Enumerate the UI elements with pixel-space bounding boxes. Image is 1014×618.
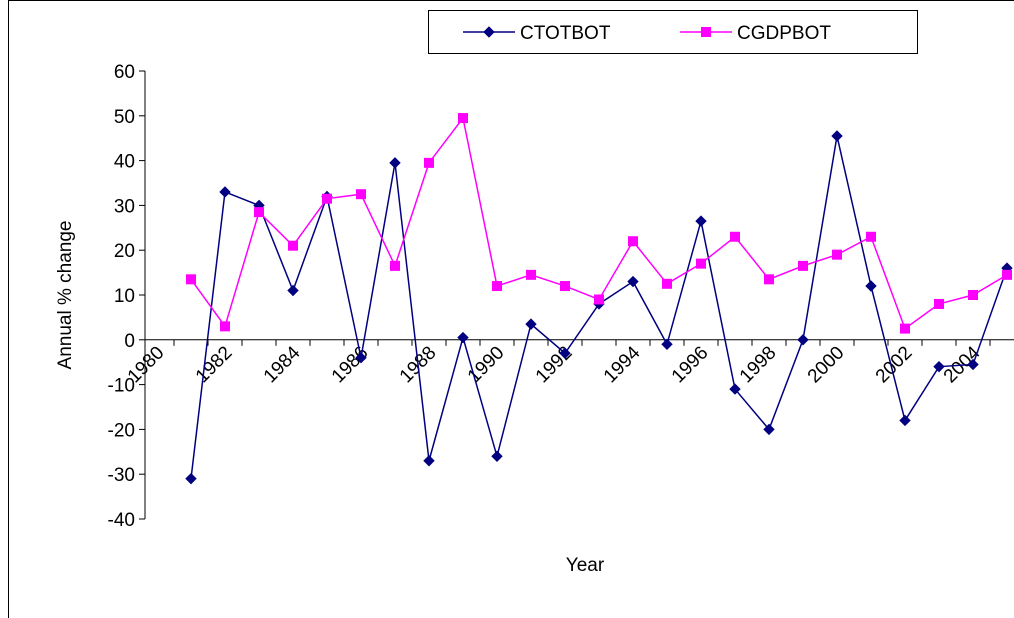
- marker: [763, 423, 775, 436]
- marker: [219, 186, 231, 198]
- marker: [628, 236, 638, 247]
- marker: [186, 274, 196, 285]
- marker: [560, 281, 570, 292]
- marker: [934, 298, 944, 309]
- marker: [525, 318, 537, 330]
- marker: [627, 275, 639, 288]
- marker: [967, 358, 979, 371]
- y-tick-label: 0: [124, 331, 135, 352]
- legend-label: CGDPBOT: [737, 23, 831, 44]
- marker: [832, 249, 842, 260]
- marker: [220, 321, 230, 332]
- legend-label: CTOTBOT: [520, 23, 611, 44]
- x-axis-title: Year: [566, 555, 605, 576]
- marker: [968, 290, 978, 300]
- marker: [458, 113, 468, 124]
- marker: [356, 189, 366, 200]
- marker: [254, 207, 264, 218]
- marker: [798, 260, 808, 271]
- y-tick-label: -30: [108, 465, 135, 486]
- x-tick-label: 1996: [668, 342, 713, 387]
- marker: [730, 231, 740, 242]
- y-tick-label: -10: [108, 376, 135, 397]
- y-tick-label: 30: [114, 196, 135, 217]
- marker: [764, 274, 774, 285]
- y-tick-label: 60: [114, 62, 135, 83]
- marker: [933, 360, 945, 373]
- marker: [1002, 269, 1012, 280]
- marker: [424, 157, 434, 168]
- marker: [390, 260, 400, 271]
- marker: [322, 193, 332, 204]
- x-tick-label: 2000: [804, 342, 849, 387]
- x-tick-label: 1984: [260, 342, 305, 387]
- marker: [287, 284, 299, 297]
- marker: [729, 383, 741, 395]
- marker: [492, 281, 502, 292]
- marker: [389, 157, 401, 169]
- y-tick-label: 40: [114, 152, 135, 173]
- marker: [457, 331, 469, 344]
- marker: [559, 347, 571, 359]
- marker: [185, 472, 197, 485]
- marker: [695, 215, 707, 227]
- marker: [866, 231, 876, 242]
- chart-border: [8, 0, 1014, 618]
- y-tick-label: 50: [114, 107, 135, 128]
- marker: [900, 323, 910, 334]
- marker: [662, 278, 672, 289]
- y-tick-label: -20: [108, 420, 135, 441]
- marker: [865, 280, 877, 292]
- marker: [491, 450, 503, 462]
- y-tick-label: -40: [108, 510, 135, 531]
- marker: [594, 294, 604, 305]
- marker: [696, 258, 706, 269]
- y-tick-label: 20: [114, 241, 135, 262]
- marker: [423, 455, 435, 467]
- x-tick-label: 1982: [192, 342, 237, 387]
- marker: [288, 240, 298, 251]
- marker: [355, 352, 367, 364]
- marker: [526, 269, 536, 280]
- marker: [797, 334, 809, 346]
- y-tick-label: 10: [114, 286, 135, 307]
- marker: [661, 338, 673, 350]
- x-tick-label: 1994: [600, 342, 645, 387]
- marker: [831, 130, 843, 142]
- marker: [899, 414, 911, 427]
- x-tick-label: 1986: [328, 342, 373, 387]
- y-axis-title: Annual % change: [55, 221, 76, 370]
- marker: [701, 27, 711, 37]
- x-tick-label: 1992: [532, 342, 577, 387]
- marker: [483, 26, 495, 38]
- x-tick-label: 1998: [736, 342, 781, 387]
